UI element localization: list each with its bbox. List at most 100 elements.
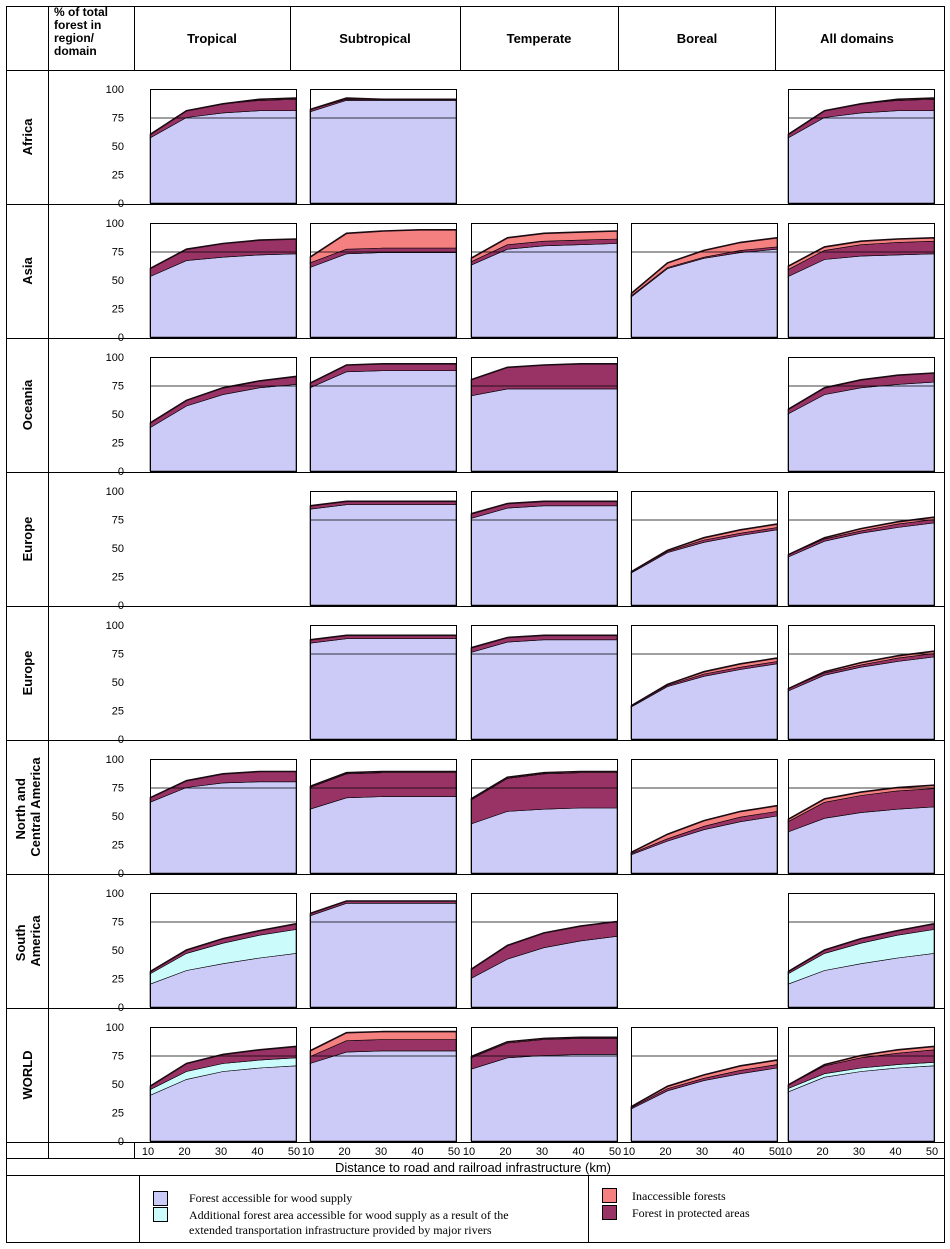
panel-oceania-temperate <box>470 357 618 472</box>
stack-top-line <box>470 1036 617 1058</box>
x-tick-label-col0-20: 20 <box>178 1146 190 1158</box>
accessible-forest-area <box>149 781 297 874</box>
x-tick-label-col2-40: 40 <box>572 1146 584 1158</box>
stack-top-line <box>309 229 456 258</box>
panel-asia-all-domains <box>787 223 935 338</box>
accessible-forest-area <box>470 388 618 472</box>
stack-top-line <box>470 230 618 259</box>
legend-swatch-inaccessible <box>602 1188 617 1203</box>
stack-top-line <box>787 97 935 136</box>
panel-europe-2-subtropical <box>309 625 457 740</box>
legend-label-inaccessible: Inaccessible forests <box>632 1189 726 1203</box>
panel-world-tropical <box>149 1027 297 1142</box>
legend-swatch-rivers <box>153 1207 168 1222</box>
stack-top-line <box>309 97 456 111</box>
accessible-forest-area <box>470 807 618 874</box>
stack-top-line <box>630 1059 778 1108</box>
panel-north-and-central-america-temperate <box>470 759 618 874</box>
stack-top-line <box>470 634 617 649</box>
x-axis-title: Distance to road and railroad infrastruc… <box>335 1160 611 1175</box>
stack-top-line <box>149 770 296 799</box>
column-header-tropical: Tropical <box>187 31 237 46</box>
row-label-africa: Africa <box>20 118 35 156</box>
y-tick-label-row1-50: 50 <box>112 275 124 287</box>
y-tick-label-row3-100: 100 <box>106 486 124 498</box>
accessible-forest-area <box>309 252 457 338</box>
panel-world-subtropical <box>309 1027 457 1142</box>
x-tick-label-col2-50: 50 <box>609 1146 621 1158</box>
x-tick-label-col0-40: 40 <box>251 1146 263 1158</box>
y-tick-label-row7-100: 100 <box>106 1022 124 1034</box>
x-tick-label-col4-50: 50 <box>926 1146 938 1158</box>
y-tick-label-row2-75: 75 <box>112 381 124 393</box>
y-tick-label-row3-25: 25 <box>112 572 124 584</box>
accessible-forest-area <box>309 796 457 874</box>
x-tick-label-col4-30: 30 <box>853 1146 865 1158</box>
x-tick-label-col3-50: 50 <box>769 1146 781 1158</box>
legend-swatch-accessible <box>153 1191 168 1206</box>
y-tick-label-row6-25: 25 <box>112 974 124 986</box>
stack-top-line <box>309 363 456 384</box>
panel-asia-subtropical <box>309 223 457 338</box>
header-row: % of total forest in region/ domain Trop… <box>54 5 894 58</box>
column-header-temperate: Temperate <box>507 31 572 46</box>
x-tick-label-col1-20: 20 <box>338 1146 350 1158</box>
panel-europe-2-temperate <box>470 625 618 740</box>
y-tick-label-row2-25: 25 <box>112 438 124 450</box>
panel-world-boreal <box>630 1027 778 1142</box>
y-tick-label-row4-100: 100 <box>106 620 124 632</box>
legend-label-accessible: Forest accessible for wood supply <box>189 1191 352 1205</box>
panel-oceania-subtropical <box>309 357 457 472</box>
chart-panels <box>149 89 935 1142</box>
y-tick-label-row4-25: 25 <box>112 706 124 718</box>
panel-europe-temperate <box>470 491 618 606</box>
corner-header-text: % of total forest in region/ domain <box>54 5 111 58</box>
panel-north-and-central-america-subtropical <box>309 759 457 874</box>
row-label-europe-2: Europe <box>20 651 35 696</box>
accessible-forest-area <box>470 243 618 338</box>
y-tick-label-row2-100: 100 <box>106 352 124 364</box>
panel-africa-all-domains <box>787 89 935 204</box>
row-label-oceania: Oceania <box>20 379 35 430</box>
panel-asia-temperate <box>470 223 618 338</box>
y-tick-label-row2-50: 50 <box>112 409 124 421</box>
panel-north-and-central-america-tropical <box>149 759 297 874</box>
y-tick-label-row7-50: 50 <box>112 1079 124 1091</box>
stack-top-line <box>630 523 778 573</box>
panel-south-america-temperate <box>470 893 618 1008</box>
stack-top-line <box>309 1030 456 1052</box>
x-tick-label-col1-10: 10 <box>302 1146 314 1158</box>
panel-north-and-central-america-all-domains <box>787 759 935 874</box>
y-tick-label-row3-75: 75 <box>112 515 124 527</box>
y-tick-label-row1-100: 100 <box>106 218 124 230</box>
accessible-forest-area <box>309 903 457 1008</box>
y-tick-label-row7-75: 75 <box>112 1051 124 1063</box>
x-tick-label-col1-40: 40 <box>411 1146 423 1158</box>
stack-top-line <box>630 804 778 854</box>
stack-top-line <box>149 238 297 270</box>
stack-top-line <box>309 770 456 788</box>
accessible-forest-area <box>470 639 618 740</box>
stack-top-line <box>309 500 456 507</box>
panel-africa-subtropical <box>309 89 457 204</box>
x-tick-label-col1-50: 50 <box>448 1146 460 1158</box>
legend-label-protected: Forest in protected areas <box>632 1206 750 1220</box>
y-tick-label-row6-50: 50 <box>112 945 124 957</box>
x-tick-label-col3-30: 30 <box>696 1146 708 1158</box>
accessible-forest-area <box>470 1054 618 1142</box>
panel-europe-2-all-domains <box>787 625 935 740</box>
x-tick-label-col2-30: 30 <box>536 1146 548 1158</box>
row-labels: Africa Asia Oceania Europe Europe North … <box>13 118 43 1100</box>
panel-oceania-tropical <box>149 357 297 472</box>
y-tick-label-row6-100: 100 <box>106 888 124 900</box>
panel-south-america-tropical <box>149 893 297 1008</box>
y-tick-label-row7-25: 25 <box>112 1108 124 1120</box>
panel-europe-2-boreal <box>630 625 778 740</box>
y-tick-label-row5-50: 50 <box>112 811 124 823</box>
y-tick-label-row1-25: 25 <box>112 304 124 316</box>
row-label-world: WORLD <box>20 1050 35 1099</box>
stack-top-line <box>470 500 617 515</box>
stack-top-line <box>309 900 456 915</box>
panel-europe-subtropical <box>309 491 457 606</box>
y-tick-label-row0-100: 100 <box>106 84 124 96</box>
